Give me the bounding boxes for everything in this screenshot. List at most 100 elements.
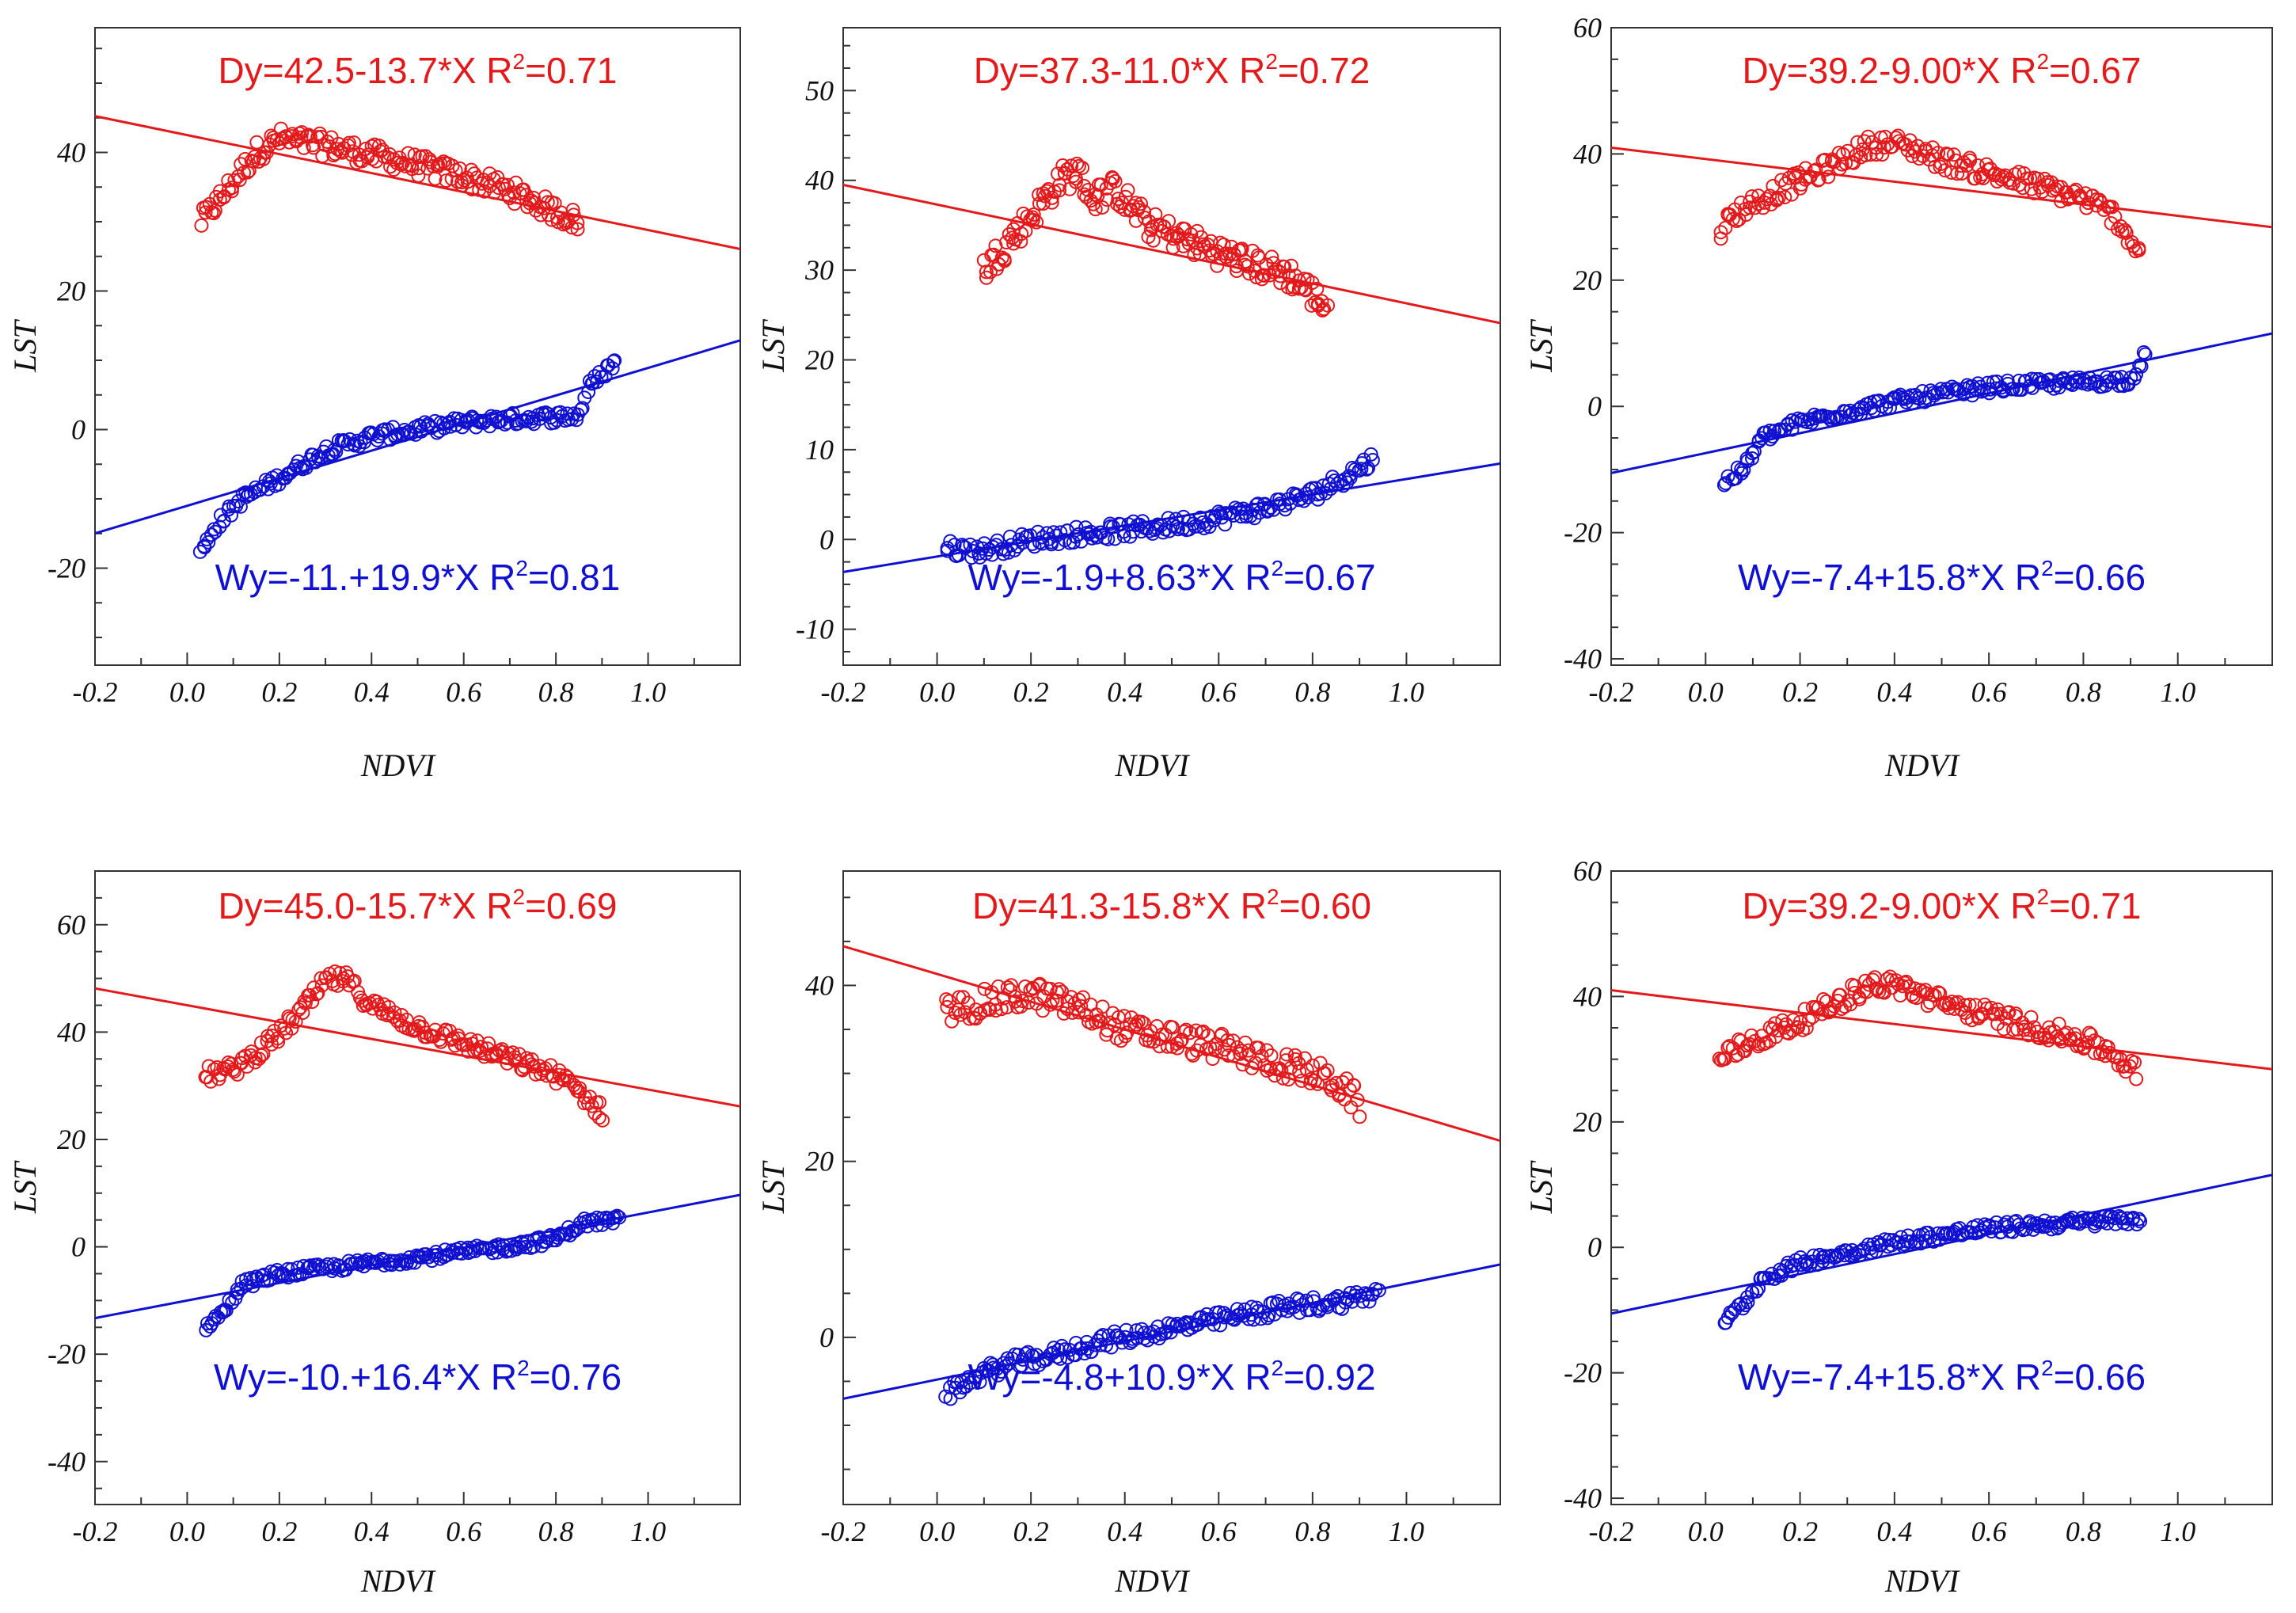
x-tick-label: 0.6 [446,1516,481,1547]
scatter-point [1247,264,1262,279]
scatter-point [1354,462,1369,477]
scatter-point [1014,226,1029,242]
x-axis-title: NDVI [1884,748,1960,783]
scatter-point [518,1239,533,1254]
plot-frame [1610,870,2273,1505]
scatter-point [2078,186,2093,201]
scatter-point [1325,1079,1340,1094]
scatter-point [1160,1039,1175,1054]
scatter-point [1294,491,1309,506]
scatter-point [1944,165,1959,180]
dry-edge-equation: Dy=37.3-11.0*X R2=0.72 [974,49,1370,91]
y-tick-label: 0 [819,1322,834,1353]
scatter-point [1306,1058,1321,1073]
y-tick-label: 40 [57,137,86,169]
scatter-point [1273,268,1288,283]
y-axis-title: LST [7,319,43,373]
scatter-point [1350,1093,1365,1108]
x-axis-title: NDVI [360,1563,436,1599]
scatter-point [1318,485,1333,500]
scatter-point [1954,166,1969,181]
scatter-point [1923,1230,1938,1245]
y-tick-label: -20 [48,553,86,584]
scatter-point [1156,525,1171,540]
scatter-point [1024,536,1040,551]
x-tick-label: 1.0 [1389,676,1424,708]
scatter-point [259,145,274,160]
scatter-point [1181,236,1196,251]
regression-line [843,462,1500,573]
scatter-point [1941,996,1956,1011]
scatter-point [1051,183,1066,198]
scatter-point [2104,1209,2119,1224]
scatter-point [1018,1346,1033,1361]
scatter-point [945,1014,960,1029]
scatter-point [1365,453,1380,468]
scatter-point [605,361,620,376]
scatter-point [439,173,454,188]
scatter-point [394,426,409,441]
scatter-point [2009,1006,2024,1021]
scatter-point [452,161,467,176]
x-tick-label: 0.6 [446,676,481,708]
dry-edge-series: Dy=39.2-9.00*X R2=0.67 [1611,49,2272,259]
wet-edge-equation: Wy=-10.+16.4*X R2=0.76 [214,1356,622,1398]
scatter-point [447,1038,462,1053]
scatter-point [2113,1052,2128,1067]
x-tick-label: 0.2 [1782,1516,1818,1547]
scatter-point [1971,1010,1986,1025]
regression-line [95,987,740,1108]
scatter-point [1134,196,1149,211]
scatter-point [1967,171,1982,186]
scatter-point [1907,1235,1922,1250]
scatter-point [2133,1214,2148,1229]
scatter-point [1798,161,1813,176]
regression-line [1611,332,2272,474]
scatter-point [1821,169,1836,185]
y-tick-label: 20 [57,1124,86,1155]
y-tick-label: 60 [1573,855,1602,887]
y-tick-label: -20 [1564,517,1602,549]
y-tick-label: 40 [805,969,834,1001]
scatter-point [1307,1073,1322,1088]
x-tick-label: 1.0 [2160,676,2195,708]
scatter-point [1169,512,1184,527]
scatter-point [1188,1023,1203,1038]
x-tick-label: 0.6 [1971,1516,2007,1547]
scatter-point [575,401,590,416]
x-tick-label: 1.0 [2160,1516,2195,1547]
scatter-point [1234,1044,1249,1059]
wet-edge-equation: Wy=-7.4+15.8*X R2=0.66 [1738,1356,2146,1398]
scatter-point [1751,1037,1766,1052]
scatter-point [1241,1043,1256,1058]
scatter-point [1371,1283,1386,1298]
scatter-point [2027,1020,2042,1035]
scatter-point [1226,1048,1241,1063]
scatter-point [389,1253,404,1269]
plot-frame [842,870,1501,1505]
scatter-point [1174,1033,1189,1048]
scatter-point [1170,1040,1185,1056]
scatter-point [224,1056,239,1071]
scatter-point [1108,531,1123,546]
scatter-point [262,137,277,152]
scatter-point [271,1034,286,1049]
regression-line [843,945,1500,1143]
scatter-point [194,218,209,233]
x-tick-label: 0.0 [1688,676,1724,708]
scatter-point [2014,382,2029,398]
scatter-point [1857,134,1872,149]
scatter-point [1026,207,1041,222]
scatter-point [1256,268,1272,283]
scatter-point [528,203,543,218]
scatter-point [1337,472,1352,487]
scatter-point [1064,158,1079,173]
scatter-point [407,1023,422,1038]
scatter-point [2047,381,2062,396]
x-tick-label: 0.8 [2066,1516,2101,1547]
x-tick-label: 0.4 [354,676,390,708]
scatter-point [955,538,970,553]
scatter-point [413,419,428,434]
scatter-point [990,1368,1005,1383]
scatter-point [1858,147,1873,162]
